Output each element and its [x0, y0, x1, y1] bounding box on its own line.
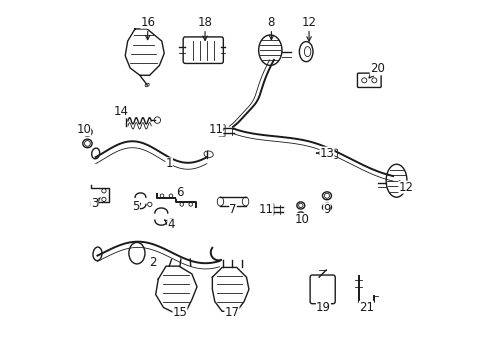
Text: 5: 5 [132, 201, 141, 213]
Text: 12: 12 [398, 181, 412, 194]
Text: 21: 21 [358, 301, 373, 314]
Text: 12: 12 [301, 16, 316, 41]
Text: 2: 2 [149, 256, 157, 269]
Text: 11: 11 [208, 123, 223, 136]
Text: 7: 7 [229, 203, 236, 216]
Text: 11: 11 [258, 203, 273, 216]
Text: 1: 1 [165, 157, 173, 170]
Text: 20: 20 [368, 62, 384, 78]
Text: 16: 16 [140, 16, 155, 40]
Text: 13: 13 [316, 147, 334, 159]
Text: 17: 17 [224, 306, 239, 319]
Text: 14: 14 [113, 105, 128, 118]
Text: 19: 19 [315, 301, 330, 314]
Text: 6: 6 [176, 186, 183, 199]
Text: 8: 8 [267, 16, 275, 40]
Text: 9: 9 [323, 203, 330, 216]
Text: 18: 18 [197, 16, 212, 40]
Text: 10: 10 [76, 123, 91, 136]
Text: 10: 10 [294, 213, 309, 226]
Text: 4: 4 [164, 218, 174, 231]
Text: 3: 3 [91, 197, 100, 210]
Text: 15: 15 [172, 306, 187, 319]
